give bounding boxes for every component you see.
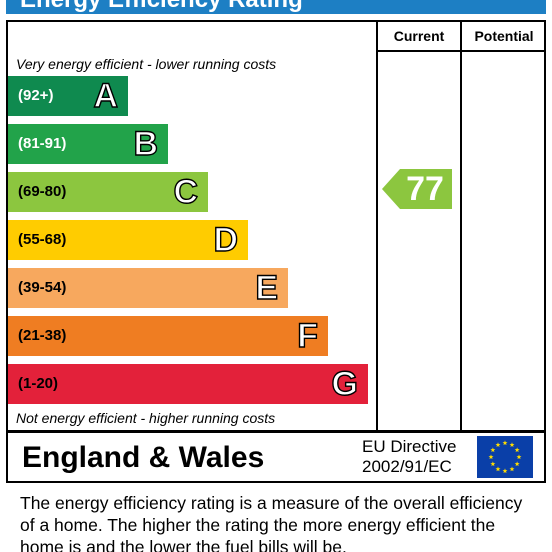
header-divider [378,50,546,52]
efficient-note: Very energy efficient - lower running co… [16,56,277,72]
rating-band-f: (21-38) F [8,316,328,356]
eu-star-icon [495,466,501,472]
current-rating-arrow: 77 [382,169,452,209]
eu-star-icon [502,468,508,474]
directive-line1: EU Directive [362,437,457,456]
eu-star-icon [514,447,520,453]
rating-band-d: (55-68) D [8,220,248,260]
band-range-label: (55-68) [18,231,67,248]
band-letter: E [255,269,279,307]
current-column-divider [376,20,378,432]
eu-star-icon [502,440,508,446]
rating-band-g: (1-20) G [8,364,368,404]
potential-column-divider [460,20,462,432]
footer-frame [6,431,546,483]
rating-band-b: (81-91) B [8,124,168,164]
arrow-shape [382,169,452,209]
rating-band-a: (92+) A [8,76,128,116]
eu-flag-icon [477,436,533,478]
band-range-label: (1-20) [18,375,59,392]
eu-star-icon [490,447,496,453]
eu-star-icon [509,466,515,472]
band-range-label: (39-54) [18,279,67,296]
region-label: England & Wales [22,441,265,474]
current-column-header: Current [393,28,445,44]
eu-star-icon [514,461,520,467]
band-letter: C [173,173,199,211]
title-bar: Energy Efficiency Rating [6,0,546,14]
band-letter: B [133,125,159,163]
rating-band-e: (39-54) E [8,268,288,308]
description-text: The energy efficiency rating is a measur… [20,493,523,552]
eu-star-icon [488,454,494,460]
inefficient-note: Not energy efficient - higher running co… [16,410,276,426]
eu-star-icon [516,454,522,460]
eu-flag-stars [488,440,522,474]
directive-line2: 2002/91/EC [362,457,452,476]
eu-star-icon [495,442,501,447]
band-range-label: (81-91) [18,135,67,152]
band-letter: D [213,221,239,259]
eu-directive: EU Directive 2002/91/EC [362,437,456,477]
band-range-label: (21-38) [18,327,67,344]
chart-title: Energy Efficiency Rating [20,0,303,14]
band-range-label: (92+) [18,87,54,104]
band-letter: F [297,317,319,355]
band-range-label: (69-80) [18,183,67,200]
band-letter: A [93,77,119,115]
eu-star-icon [490,461,496,467]
eu-star-icon [509,442,515,447]
current-rating-value: 77 [406,170,444,208]
potential-column-header: Potential [474,28,534,44]
rating-band-c: (69-80) C [8,172,208,212]
band-letter: G [331,365,359,403]
